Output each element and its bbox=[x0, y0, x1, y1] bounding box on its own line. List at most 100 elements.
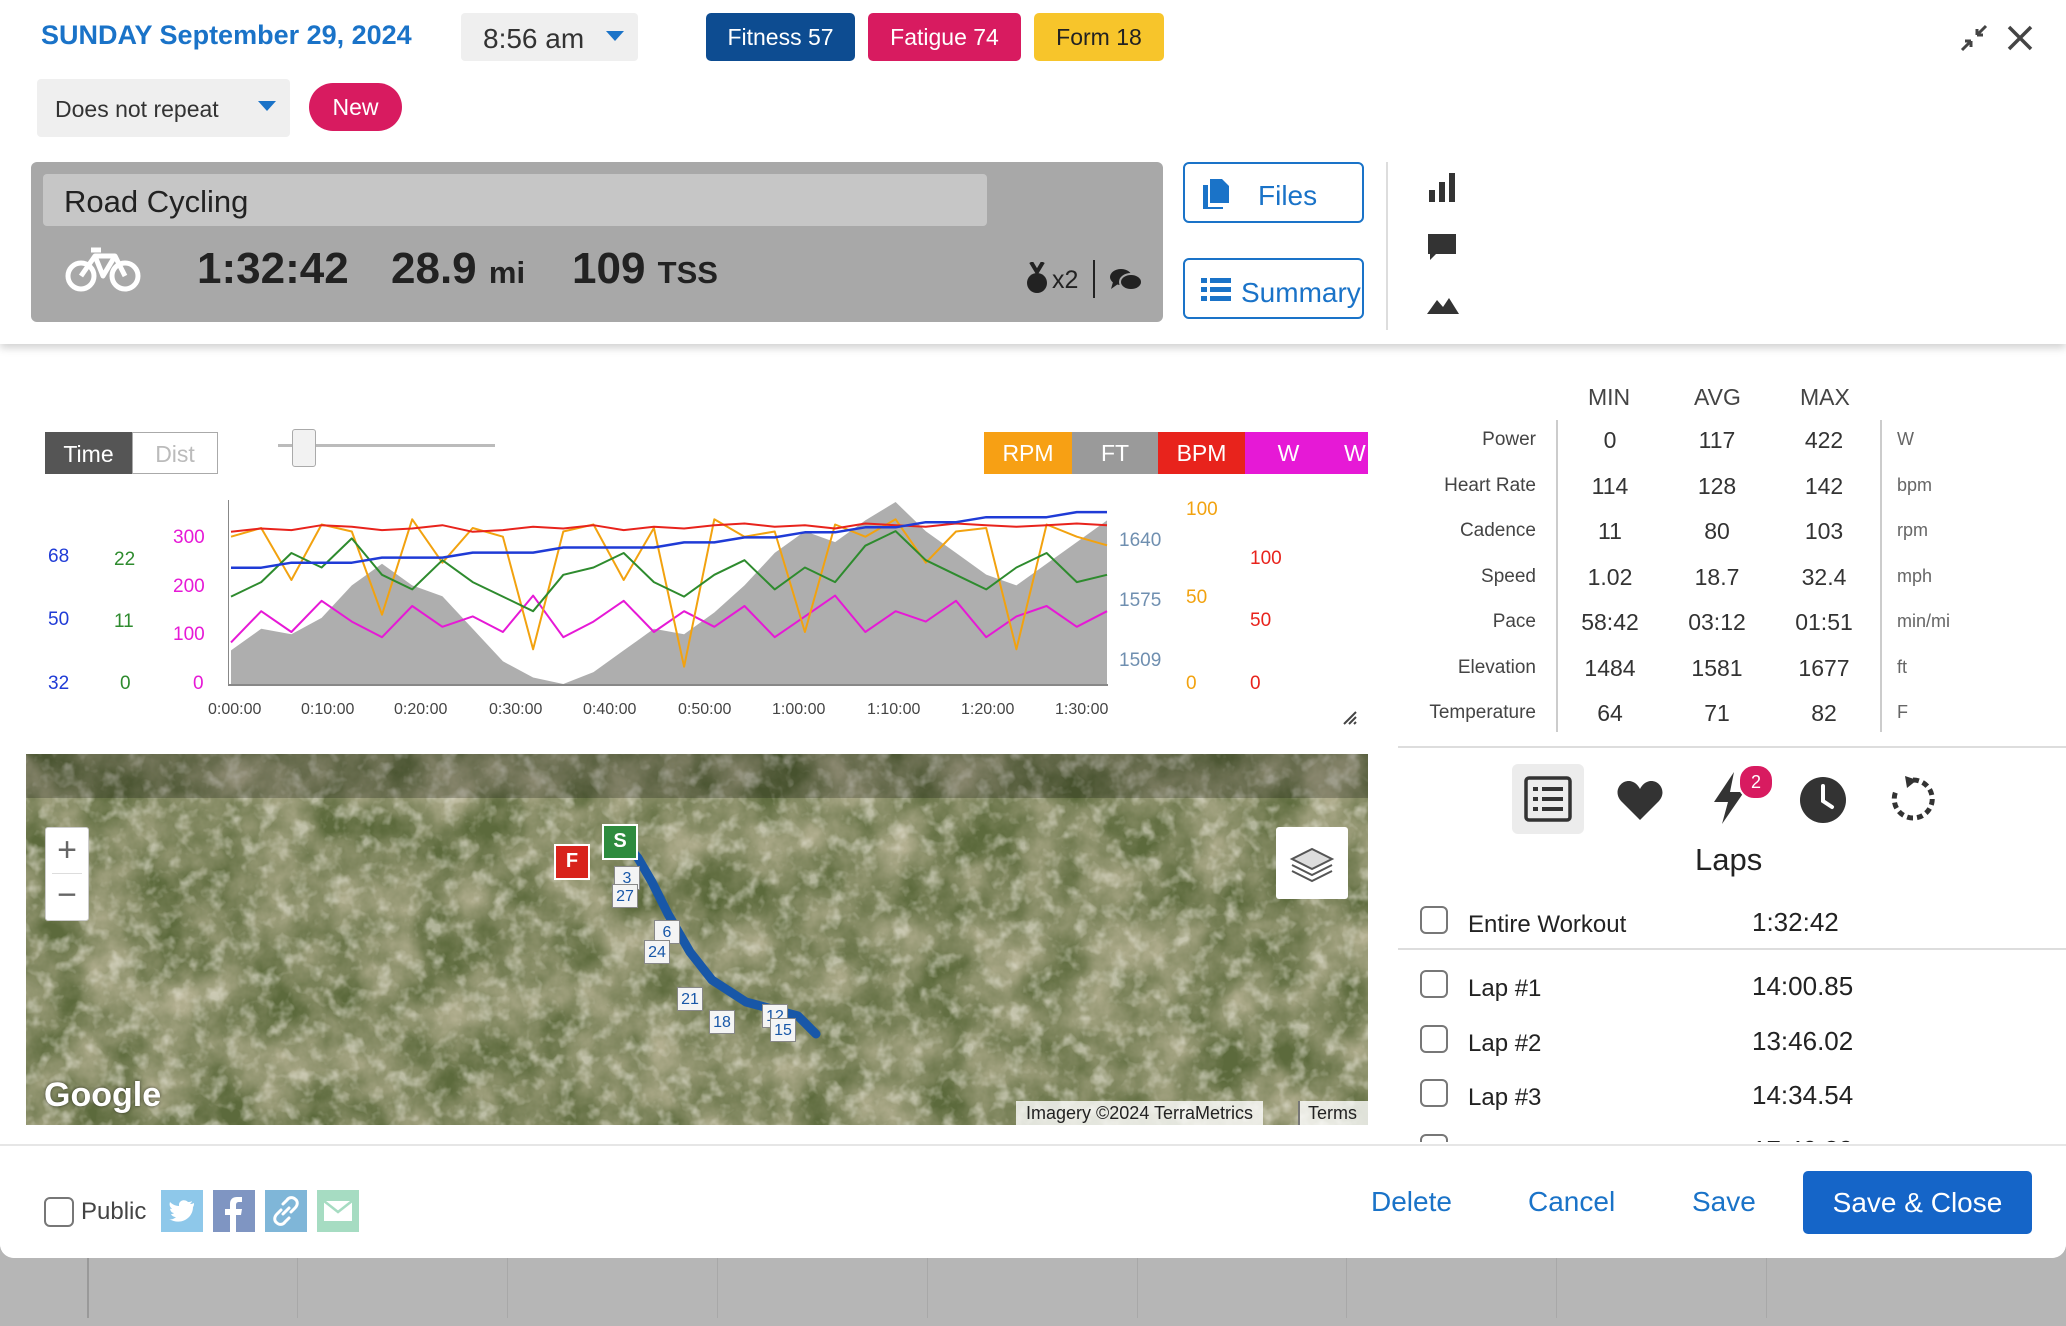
lap-marker[interactable]: 18 bbox=[709, 1010, 735, 1034]
fatigue-badge: Fatigue 74 bbox=[868, 13, 1021, 61]
lightning-icon[interactable] bbox=[1712, 772, 1748, 824]
lap-marker[interactable]: 6 bbox=[654, 920, 680, 944]
files-label: Files bbox=[1258, 180, 1318, 211]
refresh-icon[interactable] bbox=[1888, 774, 1938, 824]
stat-max: 103 bbox=[1804, 518, 1844, 544]
speed-axis-tick: 50 bbox=[48, 609, 70, 630]
workout-distance: 28.9 mi bbox=[391, 244, 525, 294]
stat-max: 82 bbox=[1811, 700, 1837, 726]
lap-row[interactable]: Lap #3 14:34.54 bbox=[1398, 1077, 2066, 1117]
zoom-slider-handle[interactable] bbox=[292, 429, 316, 467]
calendar-gridline bbox=[927, 1258, 928, 1318]
calendar-gridline bbox=[87, 1258, 89, 1318]
stat-unit: min/mi bbox=[1897, 611, 1950, 631]
tab-laps[interactable] bbox=[1512, 764, 1584, 834]
stat-label: Elevation bbox=[1457, 656, 1536, 678]
email-share-button[interactable] bbox=[317, 1190, 359, 1232]
stat-max: 142 bbox=[1804, 472, 1844, 499]
lap-row[interactable]: Lap #2 13:46.02 bbox=[1398, 1023, 2066, 1063]
stat-avg: 128 bbox=[1697, 472, 1737, 499]
channel-tab-w[interactable]: W bbox=[1245, 432, 1332, 474]
divider bbox=[52, 873, 82, 874]
map-layers-button[interactable] bbox=[1276, 827, 1348, 899]
lap-row[interactable]: Lap #4 17:40.89 bbox=[1398, 1132, 2066, 1142]
time-toggle[interactable]: Time bbox=[45, 432, 132, 474]
temp-axis-tick: 22 bbox=[114, 549, 136, 570]
summary-button[interactable]: Summary bbox=[1183, 258, 1364, 319]
start-marker[interactable]: S bbox=[602, 824, 638, 860]
channel-tab-ft[interactable]: FT bbox=[1072, 432, 1158, 474]
lap-marker[interactable]: 27 bbox=[612, 884, 638, 908]
map-terms-link[interactable]: Terms bbox=[1298, 1101, 1368, 1125]
heart-icon[interactable] bbox=[1616, 778, 1664, 822]
delete-button[interactable]: Delete bbox=[1371, 1186, 1452, 1217]
zoom-in-button[interactable]: + bbox=[57, 831, 77, 869]
stats-header-min: MIN bbox=[1588, 384, 1631, 410]
channel-tab-bpm[interactable]: BPM bbox=[1158, 432, 1245, 474]
time-value: 8:56 am bbox=[483, 23, 585, 54]
list-icon bbox=[1201, 278, 1231, 301]
dist-toggle[interactable]: Dist bbox=[132, 432, 218, 474]
lap-name: Lap #1 bbox=[1468, 975, 1542, 1002]
tss-value: 109 bbox=[572, 244, 646, 293]
zoom-out-button[interactable]: − bbox=[57, 876, 77, 914]
save-button[interactable]: Save bbox=[1692, 1186, 1756, 1217]
stat-max: 32.4 bbox=[1801, 563, 1847, 590]
zoom-slider-track[interactable] bbox=[278, 444, 495, 447]
repeat-select[interactable]: Does not repeat bbox=[37, 79, 290, 137]
chevron-down-icon bbox=[606, 31, 624, 41]
workout-title-input[interactable]: Road Cycling bbox=[43, 174, 987, 226]
temp-axis-tick: 11 bbox=[114, 611, 134, 632]
mountain-icon[interactable] bbox=[1427, 292, 1459, 316]
bar-chart-icon[interactable] bbox=[1427, 172, 1457, 202]
resize-handle-icon[interactable] bbox=[1342, 710, 1358, 726]
stat-avg: 80 bbox=[1704, 518, 1730, 544]
workout-modal: SUNDAY September 29, 2024 8:56 am Fitnes… bbox=[0, 0, 2066, 1258]
cancel-button[interactable]: Cancel bbox=[1528, 1186, 1616, 1217]
lap-marker[interactable]: 15 bbox=[770, 1018, 796, 1042]
x-tick: 1:30:00 bbox=[1055, 701, 1109, 718]
new-button[interactable]: New bbox=[309, 83, 402, 131]
save-close-button[interactable]: Save & Close bbox=[1803, 1171, 2032, 1234]
stat-avg: 1581 bbox=[1691, 654, 1743, 681]
speed-axis-tick: 68 bbox=[48, 546, 70, 567]
lap-checkbox[interactable] bbox=[1420, 970, 1448, 998]
collapse-icon[interactable] bbox=[1958, 22, 1990, 54]
stat-unit: F bbox=[1897, 702, 1908, 722]
twitter-share-button[interactable] bbox=[161, 1190, 203, 1232]
facebook-share-button[interactable] bbox=[213, 1190, 255, 1232]
copy-link-button[interactable] bbox=[265, 1190, 307, 1232]
clock-icon[interactable] bbox=[1799, 776, 1847, 824]
lap-marker[interactable]: 24 bbox=[644, 940, 670, 964]
x-tick: 0:20:00 bbox=[394, 701, 448, 718]
temp-axis-tick: 0 bbox=[120, 673, 131, 694]
close-icon[interactable] bbox=[2004, 22, 2036, 54]
comment-icon[interactable] bbox=[1427, 232, 1457, 262]
series-elevation bbox=[231, 502, 1107, 684]
divider bbox=[1093, 260, 1095, 298]
workout-chart[interactable] bbox=[228, 500, 1108, 686]
route-map[interactable]: + − S F 3 27 6 24 21 18 12 15 Google Ima… bbox=[26, 754, 1368, 1125]
public-checkbox[interactable] bbox=[44, 1197, 74, 1227]
channel-tab-w2[interactable]: W bbox=[1332, 432, 1368, 474]
stat-min: 114 bbox=[1591, 472, 1629, 499]
files-button[interactable]: Files bbox=[1183, 162, 1364, 223]
calendar-gridline bbox=[1346, 1258, 1347, 1318]
lap-checkbox[interactable] bbox=[1420, 1079, 1448, 1107]
channel-tab-rpm[interactable]: RPM bbox=[984, 432, 1072, 474]
lap-checkbox[interactable] bbox=[1420, 1024, 1448, 1053]
comments-icon[interactable] bbox=[1109, 266, 1143, 294]
notification-badge: 2 bbox=[1738, 764, 1774, 800]
lap-marker[interactable]: 21 bbox=[677, 987, 703, 1011]
lap-checkbox[interactable] bbox=[1420, 906, 1448, 934]
form-badge: Form 18 bbox=[1034, 13, 1164, 61]
lap-time: 14:00.85 bbox=[1752, 971, 1854, 1001]
lap-row[interactable]: Entire Workout 1:32:42 bbox=[1398, 904, 2066, 944]
workout-duration: 1:32:42 bbox=[197, 244, 349, 293]
lap-row[interactable]: Lap #1 14:00.85 bbox=[1398, 968, 2066, 1008]
stat-avg: 03:12 bbox=[1688, 609, 1746, 635]
lap-checkbox[interactable] bbox=[1420, 1133, 1448, 1142]
time-select[interactable]: 8:56 am bbox=[461, 13, 638, 61]
finish-marker[interactable]: F bbox=[554, 844, 590, 880]
x-tick: 0:10:00 bbox=[301, 701, 355, 718]
